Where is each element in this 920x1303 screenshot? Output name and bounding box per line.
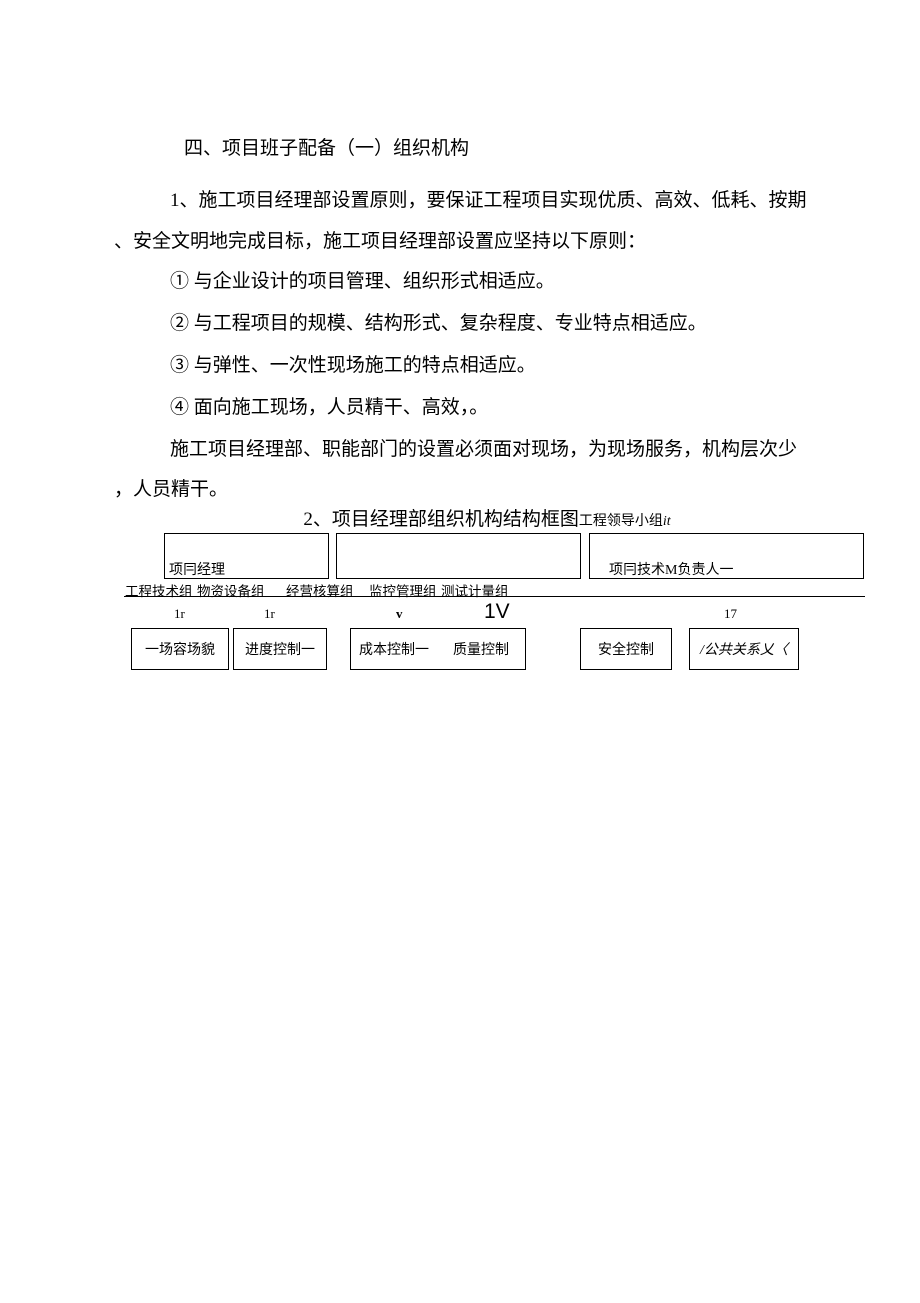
arrow-1: 1r [264, 606, 275, 622]
label-project-manager: 项冃经理 [169, 559, 225, 579]
box-quality: 质量控制 [453, 639, 509, 659]
list-item-4: ④ 面向施工现场，人员精干、高效，。 [170, 388, 860, 428]
para1-line2: 、安全文明地完成目标，施工项目经理部设置应坚持以下原则： [0, 222, 860, 262]
chart-title-small: 工程领导小组 [579, 514, 663, 529]
chart-title: 2、项目经理部组织机构结构框图工程领导小组it [114, 504, 860, 531]
group-label-3: 监控管理组 [369, 580, 437, 600]
box-scene: 一场容场貌 [131, 628, 229, 670]
para1-line1: 1、施工项目经理部设置原则，要保证工程项目实现优质、高效、低耗、按期 [114, 181, 850, 221]
diagram-row2: 工程技术组 物资设备组 经营核算组 监控管理组 测试计量组 [89, 580, 869, 598]
box-safety: 安全控制 [580, 628, 672, 670]
box-progress: 进度控制一 [233, 628, 327, 670]
group-label-1: 物资设备组 [197, 580, 265, 600]
diagram-row1: 项冃经理 项冃技术M负责人一 [89, 533, 869, 581]
section-heading: 四、项目班子配备（一）组织机构 [184, 136, 860, 163]
arrow-0: 1r [174, 606, 185, 622]
chart-title-it: it [663, 514, 671, 529]
group-label-4: 测试计量组 [441, 580, 509, 600]
diagram-row3-arrows: 1r 1r v 1V 17 [89, 602, 869, 628]
list-item-3: ③ 与弹性、一次性现场施工的特点相适应。 [170, 346, 860, 386]
list-item-2: ② 与工程项目的规模、结构形式、复杂程度、专业特点相适应。 [170, 304, 860, 344]
chart-title-main: 2、项目经理部组织机构结构框图 [303, 509, 579, 530]
para2-line1: 施工项目经理部、职能部门的设置必须面对现场，为现场服务，机构层次少 [114, 430, 860, 470]
arrow-2: v [396, 606, 403, 622]
box-public-relations: /公共关系乂〈 [689, 628, 799, 670]
org-chart-diagram: 项冃经理 项冃技术M负责人一 工程技术组 物资设备组 经营核算组 监控管理组 测… [89, 533, 869, 672]
group-label-2: 经营核算组 [286, 580, 354, 600]
box-cost: 成本控制一 [359, 639, 429, 659]
label-tech-leader: 项冃技术M负责人一 [609, 559, 733, 579]
box-cost-quality-group: 成本控制一 质量控制 [350, 628, 526, 670]
box-middle [336, 533, 581, 579]
group-label-0: 工程技术组 [125, 580, 193, 600]
arrow-4: 17 [724, 606, 737, 622]
arrow-3: 1V [484, 600, 510, 624]
diagram-row4: 一场容场貌 进度控制一 成本控制一 质量控制 安全控制 /公共关系乂〈 [89, 628, 869, 672]
list-item-1: ① 与企业设计的项目管理、组织形式相适应。 [170, 262, 860, 302]
